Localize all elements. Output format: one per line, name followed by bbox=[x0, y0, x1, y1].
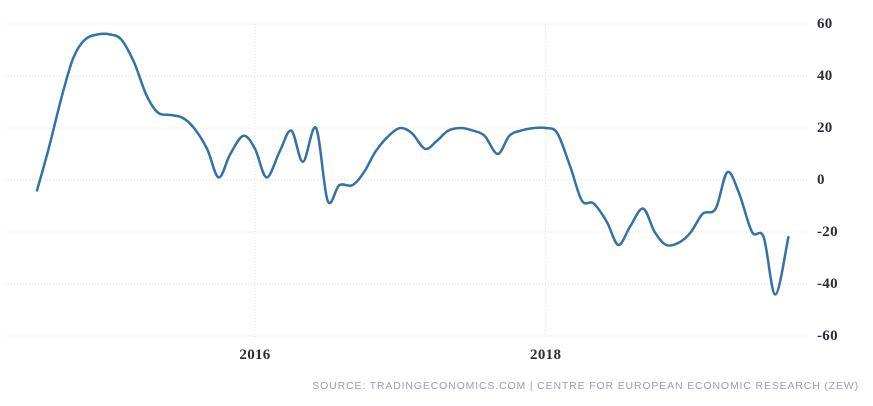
data-line-zew-sentiment bbox=[35, 32, 790, 296]
horizontal-gridlines bbox=[5, 23, 808, 337]
y-axis-tick-20: 20 bbox=[817, 120, 833, 136]
x-axis-tick-2018: 2018 bbox=[530, 347, 562, 363]
y-axis-tick-neg60: -60 bbox=[817, 328, 838, 344]
x-axis-tick-2016: 2016 bbox=[239, 347, 271, 363]
y-axis-tick-0: 0 bbox=[817, 172, 825, 188]
y-axis-tick-40: 40 bbox=[817, 68, 833, 84]
y-axis-tick-neg40: -40 bbox=[817, 276, 838, 292]
vertical-gridlines bbox=[254, 24, 547, 338]
y-axis-tick-60: 60 bbox=[817, 16, 833, 32]
source-attribution: SOURCE: TRADINGECONOMICS.COM | CENTRE FO… bbox=[312, 380, 859, 392]
y-axis-tick-neg20: -20 bbox=[817, 224, 838, 240]
